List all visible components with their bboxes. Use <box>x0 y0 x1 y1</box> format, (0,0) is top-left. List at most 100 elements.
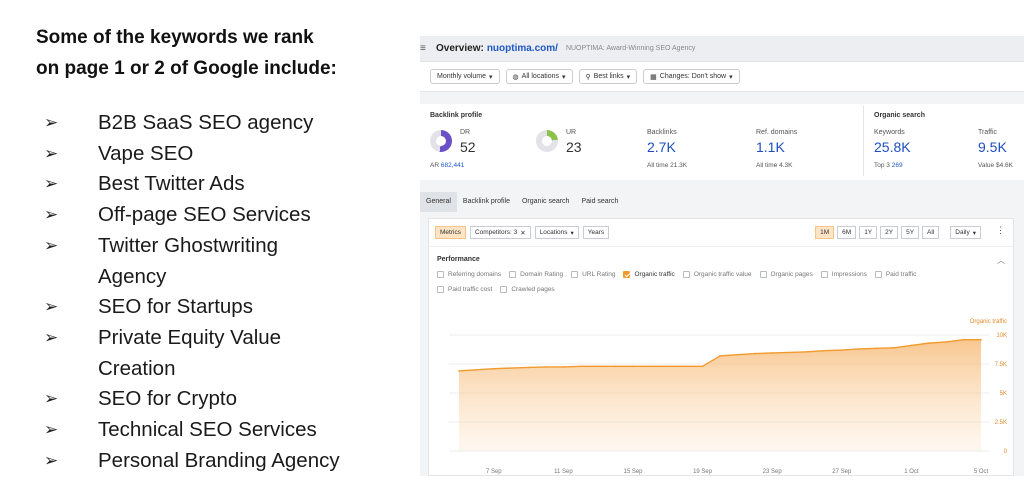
data-point[interactable] <box>475 369 478 371</box>
keyword-text: B2B SaaS SEO agency <box>98 111 314 134</box>
checkbox-checked-icon[interactable] <box>623 271 631 278</box>
checkbox-organic-traffic[interactable]: Organic traffic <box>623 271 675 278</box>
ref-domains-value[interactable]: 1.1K <box>756 139 785 155</box>
overview-domain[interactable]: nuoptima.com/ <box>486 43 558 54</box>
keywords-value[interactable]: 25.8K <box>874 139 911 155</box>
keyword-text: Twitter Ghostwriting <box>98 233 278 257</box>
dropdown-label: All locations <box>521 73 560 80</box>
metrics-button[interactable]: Metrics <box>435 226 466 239</box>
top3-value[interactable]: 269 <box>891 162 903 169</box>
data-point[interactable] <box>788 351 791 354</box>
ur-label[interactable]: UR <box>566 129 577 136</box>
data-point[interactable] <box>945 341 947 343</box>
locations-dropdown[interactable]: ◍ All locations ▾ <box>505 69 573 84</box>
checkbox-organic-traffic-value[interactable]: Organic traffic value <box>682 271 752 278</box>
checkbox-organic-pages[interactable]: Organic pages <box>759 271 813 278</box>
checkbox-icon[interactable] <box>820 271 828 278</box>
checkbox-url-rating[interactable]: URL Rating <box>571 271 615 278</box>
locations-button[interactable]: Locations ▾ <box>534 226 579 239</box>
data-point[interactable] <box>510 367 512 369</box>
performance-title: Performance <box>437 256 480 263</box>
data-point[interactable] <box>771 352 773 354</box>
metrics-label: Metrics <box>440 229 461 236</box>
data-point[interactable] <box>875 347 878 350</box>
interval-dropdown[interactable]: Daily ▾ <box>950 226 981 239</box>
checkbox-icon[interactable] <box>571 271 579 278</box>
data-point[interactable] <box>980 338 982 341</box>
more-options-icon[interactable]: ⋮ <box>996 225 1005 235</box>
data-point[interactable] <box>841 349 843 351</box>
data-point[interactable] <box>649 365 652 368</box>
keyword-text: Technical SEO Services <box>98 418 317 442</box>
tab-paid-search[interactable]: Paid search <box>581 198 619 205</box>
dr-value: 52 <box>460 139 476 155</box>
alltime-value: 21.3K <box>670 162 688 169</box>
range-button-all[interactable]: All <box>922 226 940 239</box>
chevron-up-icon[interactable]: ︿ <box>997 256 1005 265</box>
keyword-text: Agency <box>98 264 167 288</box>
metric-checkboxes: Referring domains Domain Rating URL Rating… <box>429 263 989 293</box>
data-point[interactable] <box>701 365 704 368</box>
data-point[interactable] <box>597 365 599 368</box>
tab-general[interactable]: General <box>420 192 457 212</box>
monthly-volume-dropdown[interactable]: Monthly volume ▾ <box>430 69 500 84</box>
checkbox-icon[interactable] <box>500 286 508 293</box>
bullet-arrow-icon: ➢ <box>44 205 59 225</box>
backlinks-value[interactable]: 2.7K <box>647 139 676 155</box>
ar-value[interactable]: 682,441 <box>440 162 465 169</box>
data-point[interactable] <box>962 338 965 341</box>
data-point[interactable] <box>719 355 721 357</box>
checkbox-impressions[interactable]: Impressions <box>820 271 867 278</box>
checkbox-label: Organic traffic value <box>693 271 752 278</box>
data-point[interactable] <box>562 366 565 368</box>
checkbox-paid-traffic-cost[interactable]: Paid traffic cost <box>437 286 492 293</box>
tab-backlink-profile[interactable]: Backlink profile <box>462 198 510 205</box>
keyword-item: ➢ B2B SaaS SEO agency <box>36 108 396 139</box>
data-point[interactable] <box>614 365 617 368</box>
changes-dropdown[interactable]: ▦ Changes: Don't show ▾ <box>643 69 740 84</box>
range-button-6m[interactable]: 6M <box>837 226 857 239</box>
data-point[interactable] <box>458 370 460 372</box>
top3-label: Top 3 <box>874 162 890 169</box>
best-links-dropdown[interactable]: ⚲ Best links ▾ <box>578 69 638 84</box>
checkbox-crawled-pages[interactable]: Crawled pages <box>500 286 555 293</box>
checkbox-icon[interactable] <box>682 271 690 278</box>
data-point[interactable] <box>823 349 826 352</box>
data-point[interactable] <box>684 365 686 368</box>
menu-icon[interactable]: ≡ <box>420 43 426 54</box>
checkbox-icon[interactable] <box>874 271 882 278</box>
data-point[interactable] <box>893 346 895 349</box>
data-point[interactable] <box>667 365 669 368</box>
range-button-1m[interactable]: 1M <box>815 226 835 239</box>
checkbox-domain-rating[interactable]: Domain Rating <box>509 271 563 278</box>
globe-icon: ◍ <box>512 73 519 81</box>
checkbox-icon[interactable] <box>437 286 444 293</box>
data-point[interactable] <box>632 365 634 368</box>
data-point[interactable] <box>493 367 495 370</box>
checkbox-referring-domains[interactable]: Referring domains <box>437 271 501 278</box>
data-point[interactable] <box>910 344 913 347</box>
keywords-label: Keywords <box>874 129 905 136</box>
data-point[interactable] <box>928 342 930 344</box>
data-point[interactable] <box>736 353 739 356</box>
traffic-value[interactable]: 9.5K <box>978 139 1007 155</box>
checkbox-icon[interactable] <box>509 271 517 278</box>
checkbox-paid-traffic[interactable]: Paid traffic <box>874 271 916 278</box>
range-button-5y[interactable]: 5Y <box>901 226 920 239</box>
checkbox-icon[interactable] <box>759 271 767 278</box>
data-point[interactable] <box>754 352 756 355</box>
data-point[interactable] <box>580 365 582 368</box>
data-point[interactable] <box>806 351 808 353</box>
data-point[interactable] <box>858 348 860 350</box>
data-point[interactable] <box>545 366 547 368</box>
dr-label[interactable]: DR <box>460 129 471 136</box>
range-button-2y[interactable]: 2Y <box>880 226 899 239</box>
years-button[interactable]: Years <box>582 226 610 239</box>
dropdown-label: Monthly volume <box>437 73 487 80</box>
range-button-1y[interactable]: 1Y <box>859 226 878 239</box>
data-point[interactable] <box>527 366 530 369</box>
close-icon[interactable]: ✕ <box>520 229 526 237</box>
tab-organic-search[interactable]: Organic search <box>521 198 570 205</box>
competitors-button[interactable]: Competitors: 3 ✕ <box>469 226 531 239</box>
checkbox-icon[interactable] <box>437 271 444 278</box>
